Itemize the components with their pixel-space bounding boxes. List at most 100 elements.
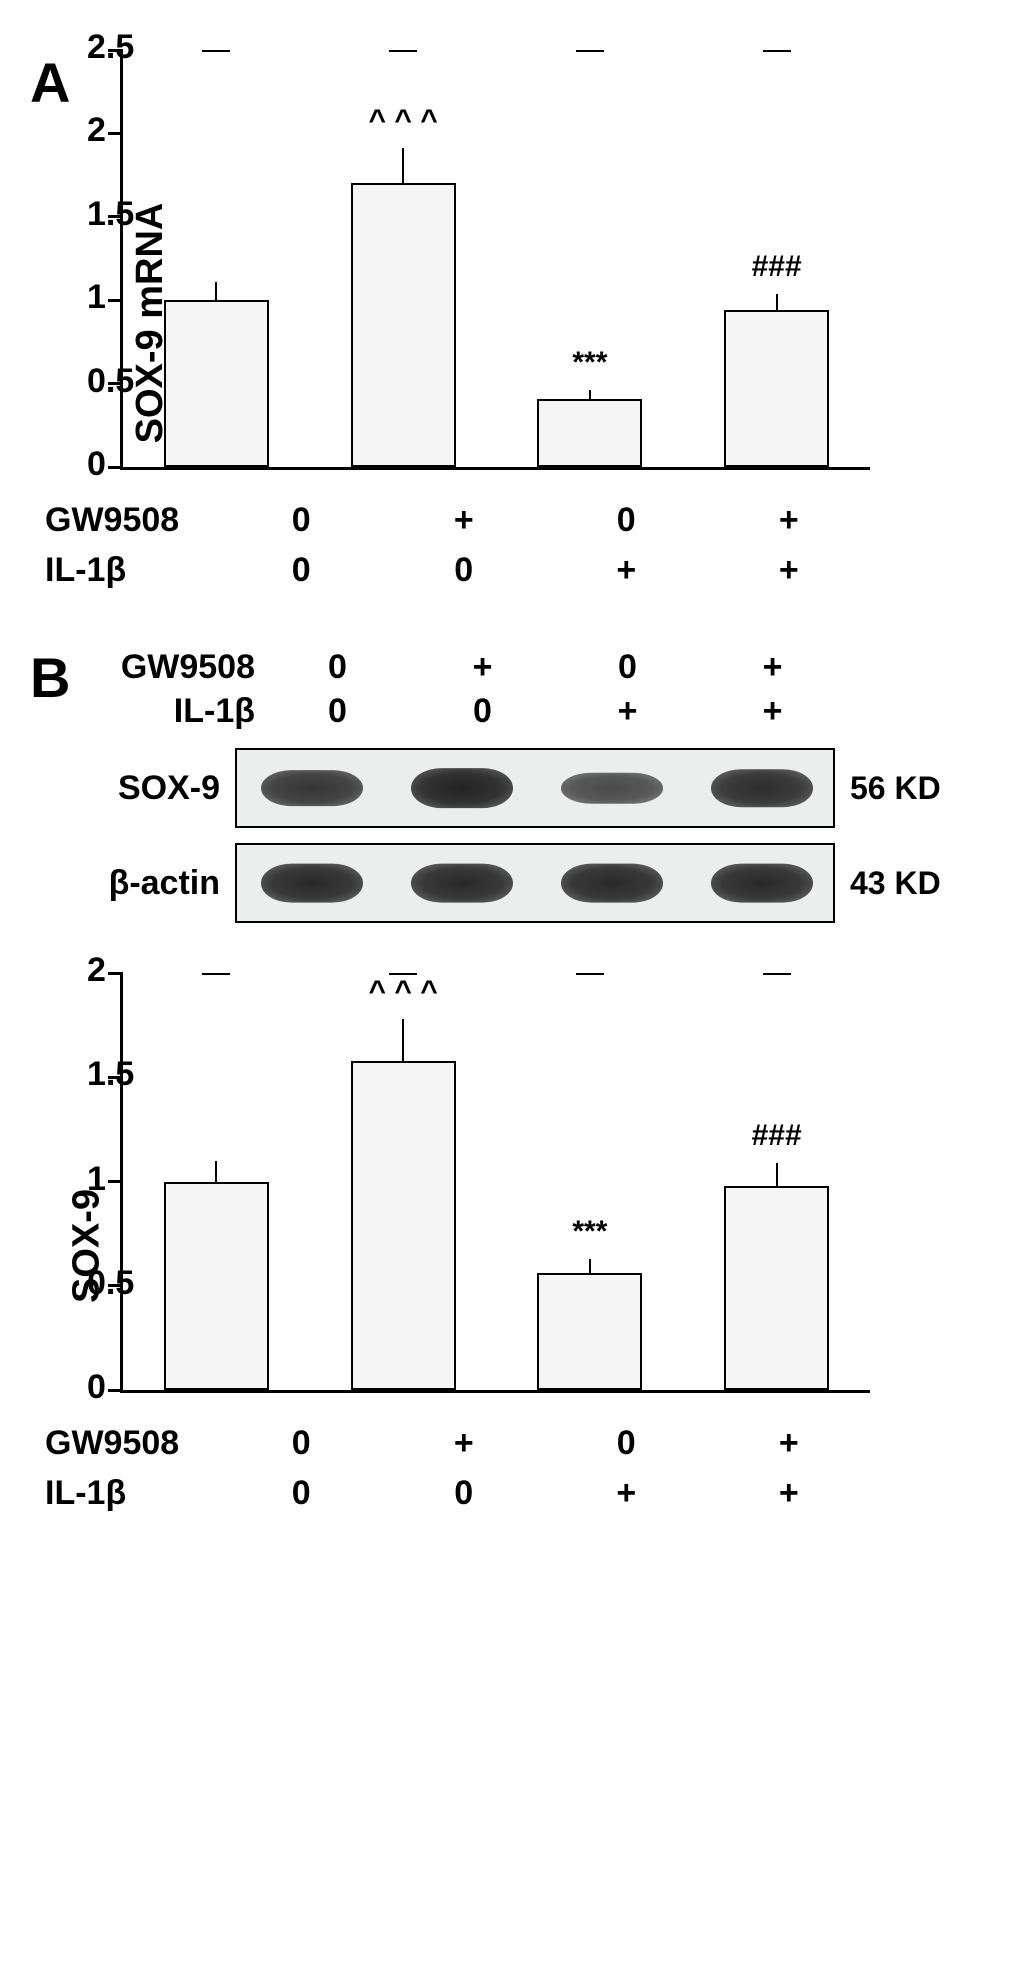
blot-treatment-label: IL-1β — [90, 692, 265, 731]
blot-treatment-label: GW9508 — [90, 648, 265, 687]
treatment-cell: 0 — [383, 551, 546, 590]
significance-label: *** — [572, 1215, 607, 1249]
panel-a-chart: 00.511.522.5^ ^ ^***### — [120, 50, 870, 470]
panel-b-blot-treatments: GW95080+0+IL-1β00++ — [120, 645, 990, 733]
blot-treatment-cell: 0 — [265, 648, 410, 687]
blot-treatment-cell: 0 — [265, 692, 410, 731]
treatment-label: GW9508 — [45, 1424, 220, 1463]
bar — [537, 1273, 642, 1390]
blot-treatment-row: GW95080+0+ — [120, 645, 990, 689]
y-tick-label: 0.5 — [87, 1264, 105, 1303]
significance-label: ^ ^ ^ — [369, 104, 438, 138]
error-bar — [402, 148, 404, 183]
panel-b-blot-section: GW95080+0+IL-1β00++ SOX-956 KD β-actin43 … — [120, 645, 990, 923]
blot-treatment-cell: + — [700, 648, 845, 687]
blot-row: SOX-956 KD — [120, 748, 990, 828]
blot-protein-label: β-actin — [90, 864, 235, 903]
treatment-row: IL-1β00++ — [45, 545, 870, 595]
significance-label: ^ ^ ^ — [369, 975, 438, 1009]
treatment-cell: + — [708, 501, 871, 540]
panel-b-chart: 00.511.52^ ^ ^***### — [120, 973, 870, 1393]
blot-treatment-cell: + — [410, 648, 555, 687]
error-cap — [763, 973, 791, 975]
y-tick-label: 1.5 — [87, 1055, 105, 1094]
y-tick — [108, 132, 123, 135]
significance-label: ### — [752, 250, 802, 284]
treatment-cell: 0 — [220, 501, 383, 540]
treatment-label: GW9508 — [45, 501, 220, 540]
error-bar — [215, 1161, 217, 1182]
treatment-cell: + — [708, 1474, 871, 1513]
treatment-cell: 0 — [220, 1474, 383, 1513]
error-bar — [776, 1163, 778, 1186]
blot-band — [261, 864, 363, 903]
treatment-label: IL-1β — [45, 1474, 220, 1513]
treatment-cell: 0 — [220, 1424, 383, 1463]
blot-image — [235, 748, 835, 828]
y-tick — [108, 972, 123, 975]
panel-b-chart-container: SOX-9 00.511.52^ ^ ^***### GW95080+0+IL-… — [120, 973, 990, 1518]
panel-b-label: B — [30, 645, 70, 710]
blot-band — [711, 769, 813, 807]
treatment-cell: + — [545, 551, 708, 590]
blot-band — [711, 864, 813, 903]
y-tick-label: 0 — [87, 445, 105, 484]
y-tick-label: 2 — [87, 951, 105, 990]
error-bar — [215, 282, 217, 300]
bar — [164, 300, 269, 467]
blot-band — [561, 864, 663, 903]
panel-a-chart-container: SOX-9 mRNA 00.511.522.5^ ^ ^***### GW950… — [120, 50, 990, 595]
panel-a-label: A — [30, 50, 70, 115]
blot-row: β-actin43 KD — [120, 843, 990, 923]
y-tick-label: 1 — [87, 1160, 105, 1199]
treatment-cell: + — [383, 1424, 546, 1463]
error-bar — [776, 294, 778, 311]
panel-b-blot-rows: SOX-956 KD β-actin43 KD — [120, 748, 990, 923]
bar — [537, 399, 642, 467]
treatment-row: GW95080+0+ — [45, 1418, 870, 1468]
blot-band — [411, 768, 513, 808]
blot-treatment-cell: 0 — [410, 692, 555, 731]
y-tick-label: 1 — [87, 278, 105, 317]
blot-treatment-cell: 0 — [555, 648, 700, 687]
error-cap — [202, 973, 230, 975]
panel-b: B GW95080+0+IL-1β00++ SOX-956 KDβ-actin4… — [30, 645, 990, 1518]
y-tick-label: 2 — [87, 111, 105, 150]
blot-size-label: 43 KD — [835, 865, 945, 902]
blot-treatment-cell: + — [700, 692, 845, 731]
treatment-row: IL-1β00++ — [45, 1468, 870, 1518]
error-cap — [202, 50, 230, 52]
panel-b-treatment-table: GW95080+0+IL-1β00++ — [45, 1418, 870, 1518]
blot-band — [561, 773, 663, 804]
panel-a: A SOX-9 mRNA 00.511.522.5^ ^ ^***### GW9… — [30, 50, 990, 595]
treatment-cell: 0 — [545, 501, 708, 540]
error-cap — [576, 50, 604, 52]
bar — [724, 1186, 829, 1390]
y-tick-label: 1.5 — [87, 195, 105, 234]
blot-protein-label: SOX-9 — [90, 769, 235, 808]
treatment-cell: 0 — [220, 551, 383, 590]
bar — [724, 310, 829, 467]
treatment-cell: + — [708, 551, 871, 590]
treatment-row: GW95080+0+ — [45, 495, 870, 545]
blot-band — [411, 864, 513, 903]
blot-treatment-cell: + — [555, 692, 700, 731]
treatment-cell: 0 — [545, 1424, 708, 1463]
treatment-cell: 0 — [383, 1474, 546, 1513]
error-bar — [402, 1019, 404, 1061]
blot-treatment-row: IL-1β00++ — [120, 689, 990, 733]
y-tick-label: 0 — [87, 1368, 105, 1407]
treatment-cell: + — [545, 1474, 708, 1513]
y-tick-label: 0.5 — [87, 362, 105, 401]
blot-band — [261, 770, 363, 806]
y-tick-label: 2.5 — [87, 28, 105, 67]
treatment-label: IL-1β — [45, 551, 220, 590]
bar — [351, 1061, 456, 1390]
y-tick — [108, 1389, 123, 1392]
bar — [164, 1182, 269, 1391]
treatment-cell: + — [383, 501, 546, 540]
error-bar — [589, 1259, 591, 1274]
blot-image — [235, 843, 835, 923]
blot-size-label: 56 KD — [835, 770, 945, 807]
y-tick — [108, 299, 123, 302]
